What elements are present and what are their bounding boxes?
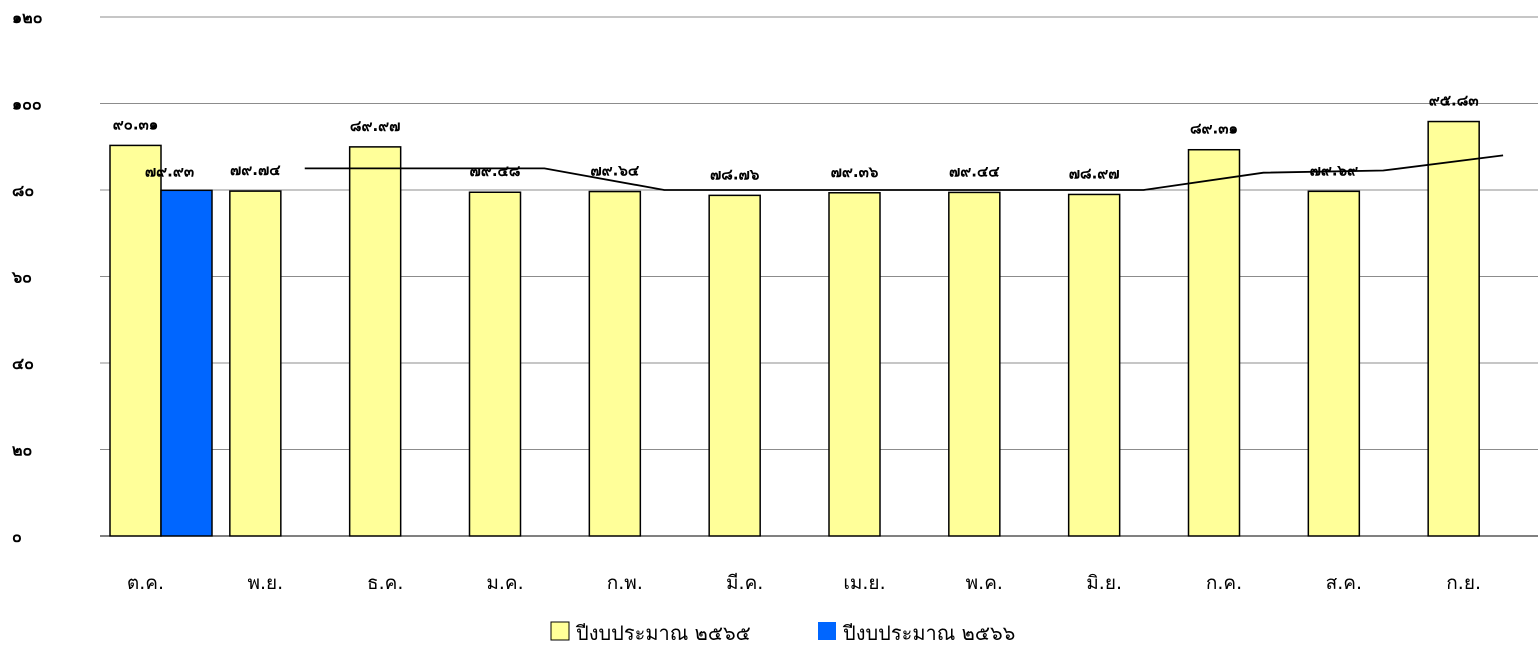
bar-2566: [160, 189, 213, 537]
data-label-2565: ๙๐.๓๑: [113, 115, 159, 133]
y-tick-label: ๖๐: [11, 268, 32, 287]
data-label-2565: ๙๕.๘๓: [1429, 92, 1479, 110]
data-label-2565: ๘๙.๙๗: [350, 117, 401, 135]
x-tick-label: ต.ค.: [127, 572, 164, 594]
x-tick-label: มิ.ย.: [1086, 572, 1122, 594]
y-tick-label: ๔๐: [12, 354, 34, 373]
bar-2565: [708, 194, 761, 537]
bar-2565: [828, 192, 881, 537]
data-label-2565: ๗๘.๙๗: [1069, 164, 1120, 182]
x-tick-label: พ.ย.: [247, 572, 283, 594]
legend-label-2566: ปีงบประมาณ ๒๕๖๖: [843, 621, 1016, 645]
x-tick-label: พ.ค.: [966, 572, 1003, 594]
y-tick-label: ๒๐: [12, 441, 32, 460]
bar-2565: [1427, 120, 1480, 537]
bar-2565: [348, 146, 402, 537]
trend-line-layer: [304, 154, 1504, 191]
x-tick-label: มี.ค.: [726, 572, 763, 594]
x-axis-ticks: ต.ค. พ.ย. ธ.ค. ม.ค. ก.พ. มี.ค. เม.ย. พ.ค. มิ.ย. ก…: [127, 572, 1481, 594]
data-label-2565: ๗๙.๖๙: [1310, 161, 1358, 179]
x-tick-label: ก.ค.: [1206, 572, 1242, 594]
legend-swatch-2566: [818, 622, 836, 640]
bar-2565: [588, 190, 642, 537]
bar-2565: [1307, 190, 1361, 537]
legend-label-2565: ปีงบประมาณ ๒๕๖๕: [576, 621, 751, 645]
data-label-2565: ๗๙.๖๔: [590, 162, 639, 180]
bars: [109, 120, 1480, 537]
grid-lines: [100, 16, 1538, 537]
x-tick-label: ส.ค.: [1326, 572, 1362, 594]
data-label-2565: ๗๙.๔๘: [470, 162, 521, 180]
y-tick-label: ๘๐: [12, 181, 34, 200]
legend-swatch-2565: [550, 621, 570, 641]
data-label-2565: ๗๙.๔๔: [949, 162, 1000, 180]
bar-2565: [1067, 193, 1121, 537]
data-label-2565: ๗๙.๗๔: [230, 161, 281, 179]
y-tick-label: ๑๒๐: [12, 8, 42, 27]
x-tick-label: ก.พ.: [607, 572, 643, 594]
x-tick-label: เม.ย.: [843, 572, 885, 594]
y-axis-ticks: ๐ ๒๐ ๔๐ ๖๐ ๘๐ ๑๐๐ ๑๒๐: [11, 8, 42, 546]
bar-2565: [229, 190, 282, 537]
data-label-2565: ๗๘.๗๖: [710, 165, 760, 183]
trend-line: [304, 154, 1504, 191]
x-tick-label: ธ.ค.: [367, 572, 403, 594]
bar-2565: [468, 191, 522, 537]
x-tick-label: ก.ย.: [1446, 572, 1481, 594]
bar-2565: [1187, 148, 1241, 537]
bar-2565: [109, 144, 162, 537]
y-tick-label: ๑๐๐: [12, 95, 42, 114]
data-label-2565: ๘๙.๓๑: [1190, 120, 1238, 138]
legend: ปีงบประมาณ ๒๕๖๕ ปีงบประมาณ ๒๕๖๖: [550, 621, 1016, 645]
bar-2565: [948, 191, 1001, 537]
x-tick-label: ม.ค.: [486, 572, 523, 594]
data-label-2565: ๗๙.๓๖: [831, 163, 879, 181]
y-tick-label: ๐: [12, 527, 22, 546]
data-label-2566: ๗๙.๙๓: [145, 162, 194, 180]
